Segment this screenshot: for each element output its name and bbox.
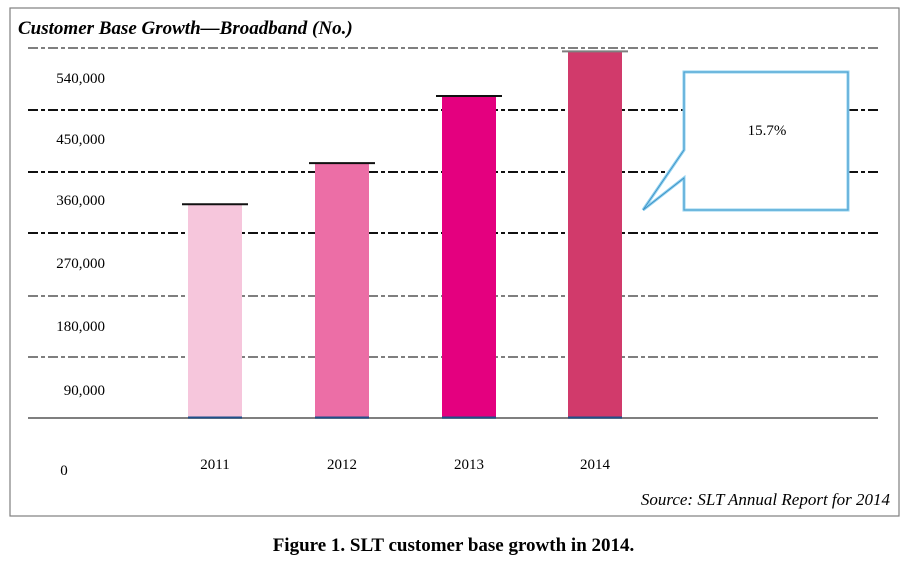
x-tick-label: 2011 (200, 457, 229, 473)
bar-2013 (442, 95, 496, 419)
figure-caption: Figure 1. SLT customer base growth in 20… (272, 535, 635, 556)
y-tick-label: 180,000 (56, 319, 105, 335)
bar-2014 (568, 51, 622, 418)
chart-source: Source: SLT Annual Report for 2014 (641, 490, 891, 509)
y-tick-label: 450,000 (56, 132, 105, 148)
bar-2011 (188, 204, 242, 418)
y-tick-label: 360,000 (56, 193, 105, 209)
y-tick-label: 0 (60, 463, 68, 479)
x-tick-label: 2012 (327, 457, 357, 473)
y-axis-ticks: 0 90,000 180,000 270,000 360,000 450,000 540,0… (56, 71, 105, 479)
bar-2012 (315, 163, 369, 418)
x-axis-ticks: 2011 2012 2013 2014 (200, 457, 610, 473)
chart-title: Customer Base Growth—Broadband (No.) (18, 18, 353, 39)
y-tick-label: 540,000 (56, 71, 105, 87)
y-tick-label: 270,000 (56, 256, 105, 272)
callout-shape-inner (642, 71, 849, 211)
x-tick-label: 2014 (580, 457, 611, 473)
y-tick-label: 90,000 (64, 383, 105, 399)
x-tick-label: 2013 (454, 457, 484, 473)
bars (182, 50, 628, 419)
callout: 15.7% (641, 70, 850, 212)
callout-label: 15.7% (748, 123, 787, 139)
